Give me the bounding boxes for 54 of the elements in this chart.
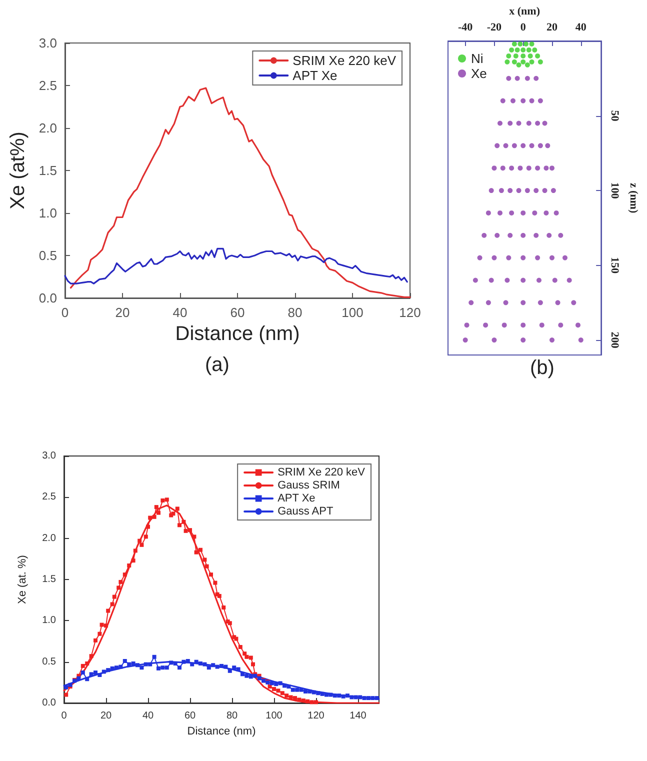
- x-tick-label: 60: [230, 305, 245, 320]
- legend-label: Ni: [471, 51, 484, 66]
- legend-label: SRIM Xe 220 keV: [278, 466, 366, 478]
- y-tick-label: 0.5: [42, 656, 56, 668]
- x-tick-label: 20: [115, 305, 130, 320]
- legend-label: Xe: [471, 66, 487, 81]
- legend-label: Gauss SRIM: [278, 480, 340, 492]
- x-tick-label: -40: [458, 22, 474, 34]
- y-tick-label: 2.0: [42, 532, 56, 544]
- x-tick-label: 40: [575, 22, 587, 34]
- y-tick-label: 0.5: [38, 248, 57, 263]
- y-axis-title: Xe (at. %): [16, 555, 28, 604]
- x-axis-title: x (nm): [509, 6, 540, 18]
- x-tick-label: 20: [546, 22, 558, 34]
- x-tick-label: 40: [172, 305, 188, 320]
- x-axis-title: Distance (nm): [175, 322, 300, 345]
- y-tick-label: 3.0: [38, 36, 57, 50]
- y-tick-label: 2.5: [42, 492, 56, 503]
- x-tick-label: 80: [226, 710, 238, 722]
- y-tick-label: 200: [608, 332, 621, 349]
- y-tick-label: 1.5: [38, 163, 57, 178]
- x-tick-label: 100: [266, 710, 283, 722]
- y-tick-label: 50: [608, 110, 621, 122]
- y-tick-label: 1.0: [38, 206, 57, 220]
- x-tick-label: 20: [100, 710, 112, 722]
- y-axis-title: z (nm): [628, 182, 640, 214]
- y-tick-label: 1.0: [42, 615, 56, 626]
- x-tick-label: 40: [142, 710, 154, 722]
- y-tick-label: 100: [608, 182, 621, 200]
- y-tick-label: 0.0: [42, 698, 56, 708]
- y-tick-label: 3.0: [42, 450, 56, 462]
- legend-label: APT Xe: [278, 492, 316, 504]
- x-tick-label: 120: [399, 305, 421, 320]
- y-tick-label: 2.0: [38, 120, 57, 136]
- x-tick-label: 60: [184, 710, 196, 722]
- x-tick-label: -20: [486, 22, 502, 34]
- legend-label: SRIM Xe 220 keV: [292, 53, 396, 68]
- x-tick-label: 0: [520, 22, 526, 34]
- y-tick-label: 1.5: [42, 574, 56, 585]
- y-tick-label: 2.5: [38, 78, 57, 93]
- x-axis-title: Distance (nm): [187, 725, 256, 738]
- legend-label: APT Xe: [292, 68, 338, 83]
- text: (a): [205, 354, 230, 376]
- y-tick-label: 150: [608, 257, 621, 274]
- x-tick-label: 0: [61, 710, 68, 722]
- x-tick-label: 120: [308, 710, 325, 722]
- y-axis-title: Xe (at%): [7, 132, 29, 210]
- text: (b): [530, 357, 554, 379]
- legend-label: Gauss APT: [278, 506, 334, 518]
- x-tick-label: 100: [342, 305, 364, 320]
- y-tick-label: 0.0: [38, 290, 57, 306]
- x-tick-label: 0: [61, 305, 69, 320]
- x-tick-label: 80: [288, 305, 302, 320]
- x-tick-label: 140: [350, 710, 367, 722]
